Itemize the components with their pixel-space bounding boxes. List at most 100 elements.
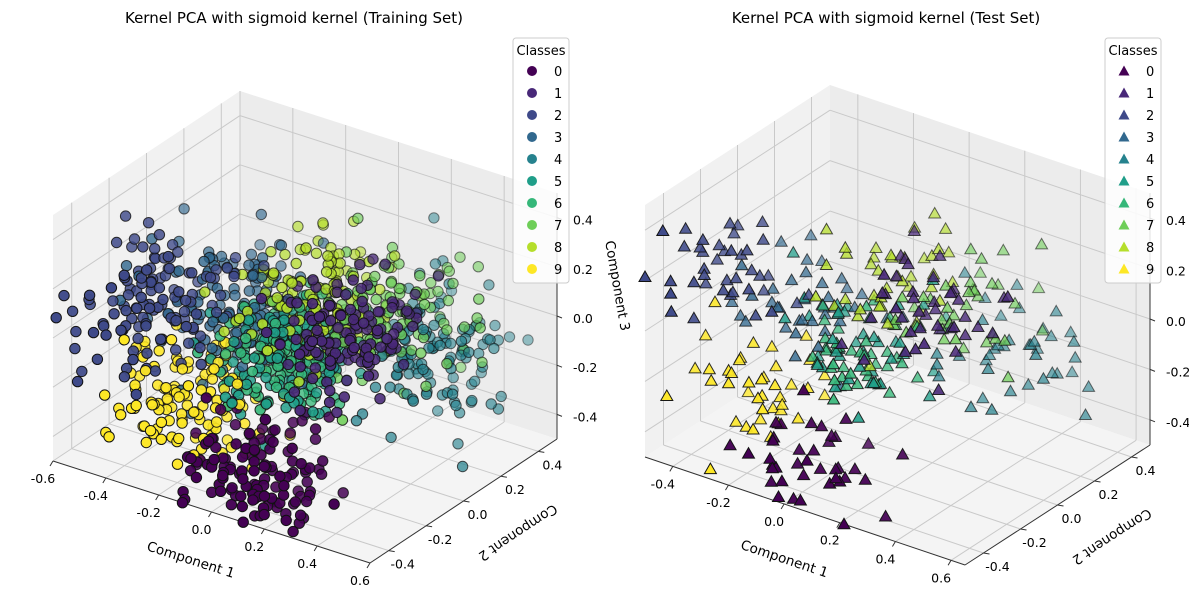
data-point bbox=[132, 332, 144, 345]
legend-marker bbox=[527, 176, 537, 186]
data-point bbox=[837, 517, 851, 530]
data-point bbox=[442, 294, 454, 307]
data-point bbox=[347, 313, 360, 326]
data-point bbox=[315, 468, 328, 480]
data-point bbox=[476, 356, 488, 368]
data-point bbox=[943, 286, 958, 299]
data-point bbox=[275, 260, 287, 272]
data-point bbox=[328, 498, 340, 510]
x-axis-label: Component 1 bbox=[738, 537, 830, 581]
data-point bbox=[858, 472, 873, 485]
data-point bbox=[362, 370, 375, 382]
y-tick-label: 0.2 bbox=[505, 482, 525, 497]
data-point bbox=[50, 312, 62, 324]
data-point bbox=[70, 325, 82, 338]
data-point bbox=[1028, 347, 1043, 360]
data-point bbox=[243, 285, 256, 297]
data-point bbox=[746, 422, 760, 435]
data-point bbox=[301, 476, 313, 488]
data-point bbox=[171, 458, 184, 470]
y-tick-label: 0.4 bbox=[542, 457, 562, 472]
data-point bbox=[872, 299, 887, 312]
data-point bbox=[87, 326, 100, 339]
data-point bbox=[407, 395, 419, 407]
data-point bbox=[768, 378, 782, 391]
data-point bbox=[286, 442, 298, 454]
data-point bbox=[108, 308, 120, 320]
data-point bbox=[659, 388, 674, 401]
data-point bbox=[309, 362, 321, 374]
data-point bbox=[975, 312, 990, 325]
data-point bbox=[877, 267, 891, 280]
data-point bbox=[300, 242, 312, 254]
data-point bbox=[271, 292, 283, 304]
data-point bbox=[245, 248, 258, 261]
data-point bbox=[398, 358, 410, 371]
data-point bbox=[417, 363, 429, 376]
data-point bbox=[235, 490, 247, 502]
data-point bbox=[320, 266, 333, 278]
data-point bbox=[259, 413, 272, 426]
legend: Classes 0 1 2 3 4 5 6 7 8 9 bbox=[1104, 37, 1162, 284]
data-point bbox=[202, 435, 215, 447]
legend-label: 8 bbox=[554, 241, 562, 256]
data-point bbox=[231, 378, 244, 390]
x-tick-label: 0.6 bbox=[931, 570, 951, 585]
data-point bbox=[393, 282, 405, 294]
data-point bbox=[908, 342, 923, 355]
data-point bbox=[261, 345, 274, 357]
data-point bbox=[813, 461, 828, 474]
x-tick-label: 0.0 bbox=[192, 522, 212, 537]
z-tick-label: -0.4 bbox=[1166, 415, 1189, 430]
data-point bbox=[816, 298, 830, 311]
data-point bbox=[170, 344, 182, 356]
data-point bbox=[819, 257, 834, 270]
data-point bbox=[778, 320, 793, 333]
data-point bbox=[1003, 384, 1018, 397]
y-tick-label: -0.2 bbox=[428, 532, 452, 547]
data-point bbox=[895, 290, 910, 303]
data-point bbox=[260, 371, 272, 384]
data-point bbox=[160, 382, 172, 394]
data-point bbox=[441, 324, 453, 336]
data-point bbox=[766, 433, 780, 446]
data-point bbox=[840, 281, 854, 294]
data-point bbox=[826, 357, 841, 370]
data-point bbox=[946, 308, 961, 321]
data-point bbox=[931, 382, 946, 395]
data-point bbox=[788, 326, 803, 339]
data-point bbox=[434, 339, 446, 352]
data-point bbox=[791, 411, 806, 424]
data-point bbox=[425, 277, 437, 289]
data-point bbox=[173, 432, 185, 445]
data-point bbox=[105, 282, 118, 294]
y-tick-label: 0.0 bbox=[468, 507, 488, 522]
data-point bbox=[930, 357, 944, 370]
test-plot-title: Kernel PCA with sigmoid kernel (Test Set… bbox=[732, 9, 1040, 27]
data-point bbox=[144, 425, 157, 437]
data-point bbox=[765, 339, 779, 352]
data-point bbox=[163, 262, 176, 275]
data-point bbox=[769, 415, 783, 428]
data-point bbox=[350, 415, 363, 427]
data-point bbox=[488, 342, 500, 355]
data-point bbox=[260, 326, 273, 339]
z-tick-label: 0.2 bbox=[1166, 264, 1186, 279]
data-point bbox=[855, 287, 869, 300]
data-point bbox=[838, 240, 853, 253]
data-point bbox=[271, 352, 283, 364]
data-point bbox=[447, 277, 459, 290]
data-point bbox=[829, 471, 843, 484]
data-point bbox=[441, 358, 453, 370]
data-point bbox=[173, 286, 185, 298]
data-point bbox=[471, 312, 483, 324]
data-point bbox=[323, 396, 336, 408]
legend-marker bbox=[527, 66, 537, 76]
data-point bbox=[755, 402, 770, 415]
data-point bbox=[456, 460, 469, 473]
legend-label: 9 bbox=[554, 263, 562, 278]
data-point bbox=[712, 238, 727, 251]
legend-label: 1 bbox=[1146, 87, 1154, 102]
data-point bbox=[289, 496, 302, 508]
data-point bbox=[118, 269, 130, 281]
